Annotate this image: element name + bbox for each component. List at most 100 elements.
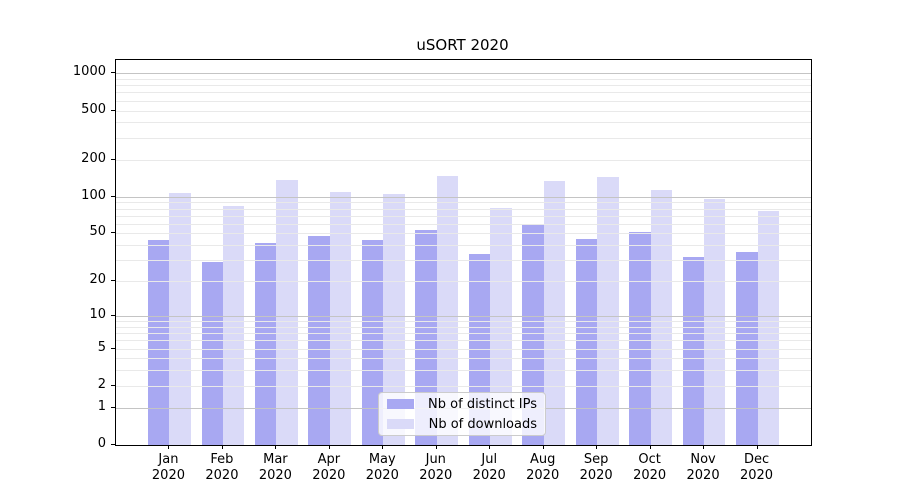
- y-tick-label: 100: [81, 187, 106, 203]
- gridline: [116, 315, 811, 317]
- gridline: [116, 78, 811, 80]
- gridline: [116, 358, 811, 360]
- bar-apr-downloads: [329, 191, 352, 445]
- y-tick-mark: [111, 72, 115, 74]
- gridline: [116, 196, 811, 198]
- bar-aug-downloads: [543, 181, 566, 445]
- bar-jan-ips: [148, 240, 170, 445]
- x-tick-label-dec: Dec 2020: [739, 452, 774, 483]
- y-tick-mark: [111, 444, 115, 445]
- x-tick-label-aug: Aug 2020: [526, 452, 560, 483]
- gridline: [116, 208, 811, 210]
- gridline: [116, 85, 811, 87]
- gridline: [116, 110, 811, 112]
- bar-oct-downloads: [650, 190, 672, 445]
- x-tick-label-oct: Oct 2020: [633, 452, 667, 483]
- legend-label-downloads: Nb of downloads: [428, 416, 537, 432]
- bar-jun-ips: [415, 230, 437, 445]
- x-tick-mark: [649, 445, 651, 449]
- x-tick-mark: [221, 445, 223, 449]
- x-tick-mark: [168, 445, 170, 449]
- x-tick-label-feb: Feb 2020: [205, 452, 239, 483]
- y-tick-label: 10: [89, 306, 106, 322]
- y-tick-mark: [111, 406, 115, 408]
- y-tick-mark: [111, 314, 115, 316]
- gridline: [116, 73, 811, 75]
- y-tick-mark: [111, 195, 115, 197]
- x-tick-label-may: May 2020: [365, 452, 399, 483]
- legend-swatch-downloads: [387, 419, 414, 429]
- y-tick-label: 20: [89, 272, 106, 288]
- gridline: [116, 159, 811, 161]
- x-tick-mark: [703, 445, 705, 449]
- bar-nov-ips: [682, 256, 705, 445]
- bar-may-ips: [361, 240, 384, 445]
- gridline: [116, 233, 811, 235]
- y-tick-label: 500: [81, 101, 106, 117]
- legend-item-downloads: Nb of downloads: [387, 416, 537, 432]
- bar-jun-downloads: [436, 175, 459, 445]
- bar-sep-ips: [575, 239, 598, 445]
- bar-jul-downloads: [490, 207, 512, 445]
- y-tick-label: 200: [81, 150, 106, 166]
- y-tick-mark: [111, 158, 115, 160]
- bar-sep-downloads: [597, 176, 619, 445]
- x-tick-label-nov: Nov 2020: [686, 452, 720, 483]
- x-tick-mark: [596, 445, 598, 449]
- y-tick-label: 50: [89, 224, 106, 240]
- gridline: [116, 340, 811, 342]
- plot-area: Nb of distinct IPs Nb of downloads: [115, 59, 812, 446]
- x-tick-mark: [328, 445, 330, 449]
- y-tick-mark: [111, 232, 115, 234]
- x-tick-label-jun: Jun 2020: [419, 452, 453, 483]
- gridline: [116, 321, 811, 323]
- chart-title: uSORT 2020: [416, 36, 509, 54]
- y-tick-label: 1: [97, 398, 106, 414]
- gridline: [116, 326, 811, 328]
- legend-item-distinct-ips: Nb of distinct IPs: [387, 396, 537, 412]
- gridline: [116, 348, 811, 350]
- x-tick-mark: [542, 445, 544, 449]
- x-tick-label-jul: Jul 2020: [472, 452, 506, 483]
- x-tick-mark: [435, 445, 437, 449]
- bar-jan-downloads: [169, 193, 191, 445]
- bar-aug-ips: [522, 223, 544, 445]
- y-tick-label: 1000: [72, 64, 106, 80]
- bar-feb-downloads: [222, 205, 245, 445]
- gridline: [116, 137, 811, 139]
- y-tick-mark: [111, 384, 115, 386]
- gridline: [116, 245, 811, 247]
- legend: Nb of distinct IPs Nb of downloads: [378, 392, 546, 436]
- gridline: [116, 223, 811, 225]
- y-tick-label: 5: [97, 339, 106, 355]
- bar-feb-ips: [201, 262, 223, 445]
- gridline: [116, 122, 811, 124]
- gridline: [116, 385, 811, 387]
- gridline: [116, 215, 811, 217]
- x-tick-label-sep: Sep 2020: [579, 452, 613, 483]
- gridline: [116, 92, 811, 94]
- x-tick-mark: [275, 445, 277, 449]
- y-tick-mark: [111, 280, 115, 282]
- legend-swatch-distinct-ips: [387, 399, 414, 409]
- bar-oct-ips: [629, 232, 651, 445]
- y-tick-mark: [111, 347, 115, 349]
- x-tick-label-apr: Apr 2020: [312, 452, 346, 483]
- x-tick-mark: [756, 445, 758, 449]
- x-tick-mark: [382, 445, 384, 449]
- y-tick-mark: [111, 109, 115, 111]
- gridline: [116, 281, 811, 283]
- bar-mar-ips: [254, 242, 277, 445]
- gridline: [116, 370, 811, 372]
- x-tick-label-jan: Jan 2020: [151, 452, 185, 483]
- x-tick-mark: [489, 445, 491, 449]
- bar-may-downloads: [383, 194, 405, 445]
- legend-label-distinct-ips: Nb of distinct IPs: [428, 396, 537, 412]
- gridline: [116, 100, 811, 102]
- y-tick-label: 0: [97, 436, 106, 451]
- bar-mar-downloads: [276, 179, 298, 445]
- x-tick-label-mar: Mar 2020: [258, 452, 292, 483]
- gridline: [116, 333, 811, 335]
- gridline: [116, 202, 811, 204]
